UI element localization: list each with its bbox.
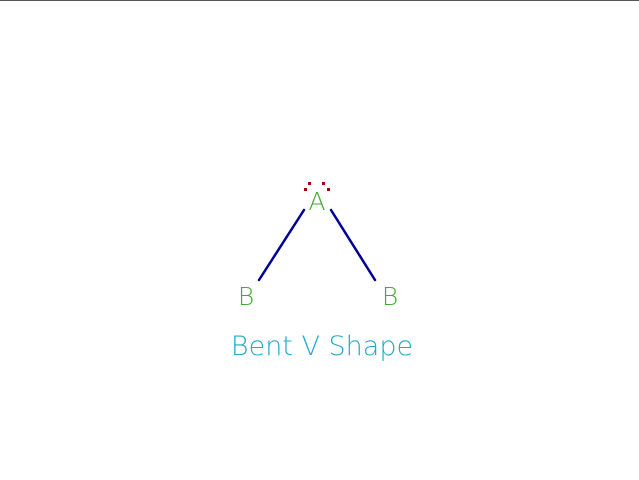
lone-pair-dot xyxy=(322,182,325,185)
bond-left xyxy=(257,208,306,282)
central-atom-label: A xyxy=(308,187,325,216)
lone-pair-dot xyxy=(327,188,330,191)
top-border-line xyxy=(0,0,639,1)
outer-atom-right-label: B xyxy=(382,282,398,311)
lone-pair-dot xyxy=(304,188,307,191)
lone-pair-dot xyxy=(308,182,311,185)
bond-right xyxy=(329,208,377,282)
shape-caption: Bent V Shape xyxy=(231,331,413,362)
lone-pair xyxy=(304,182,330,191)
outer-atom-left-label: B xyxy=(238,282,254,311)
